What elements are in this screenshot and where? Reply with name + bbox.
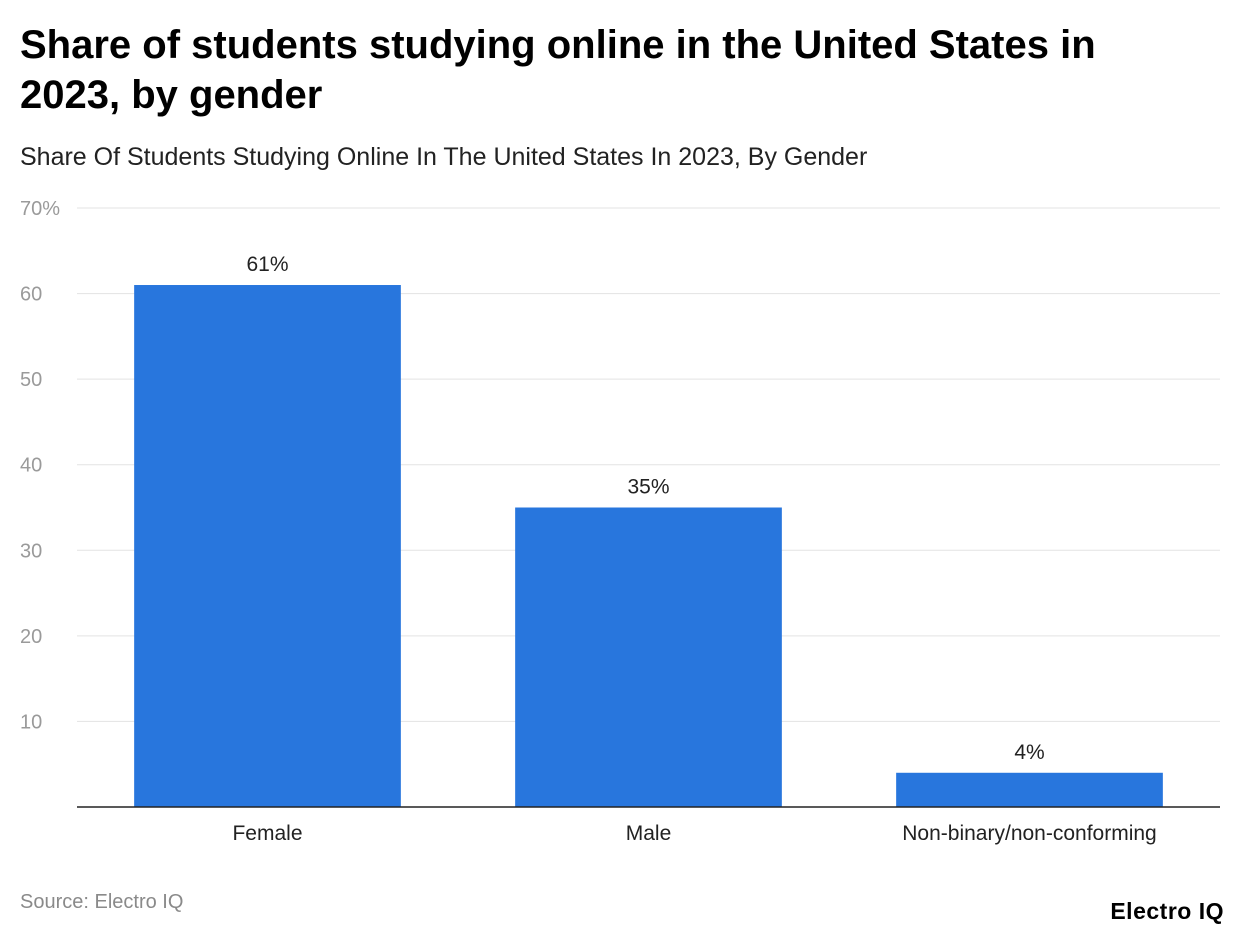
- bar-data-label: 4%: [1014, 741, 1044, 764]
- y-tick-label: 50: [20, 369, 42, 391]
- y-tick-label: 10: [20, 711, 42, 733]
- chart-title: Share of students studying online in the…: [20, 23, 1096, 117]
- y-tick-label: 40: [20, 455, 42, 477]
- x-tick-label: Female: [232, 822, 302, 845]
- chart-subtitle: Share Of Students Studying Online In The…: [20, 143, 868, 171]
- bar: [134, 285, 401, 807]
- bar-chart: 10 20 30 40 50 60 70% 61% Female 35% Male 4% Non-bin…: [20, 198, 1220, 845]
- source-note: Source: Electro IQ: [20, 891, 184, 913]
- y-tick-label: 60: [20, 284, 42, 306]
- x-tick-label: Male: [626, 822, 672, 845]
- x-tick-label: Non-binary/non-conforming: [902, 822, 1156, 845]
- brand-logo: Electro IQ: [1110, 898, 1224, 924]
- bar: [896, 772, 1163, 807]
- y-tick-label: 30: [20, 540, 42, 562]
- y-tick-label: 20: [20, 626, 42, 648]
- y-tick-label: 70%: [20, 198, 60, 220]
- bar: [515, 507, 782, 807]
- bar-data-label: 61%: [246, 253, 288, 276]
- bar-data-label: 35%: [627, 476, 669, 499]
